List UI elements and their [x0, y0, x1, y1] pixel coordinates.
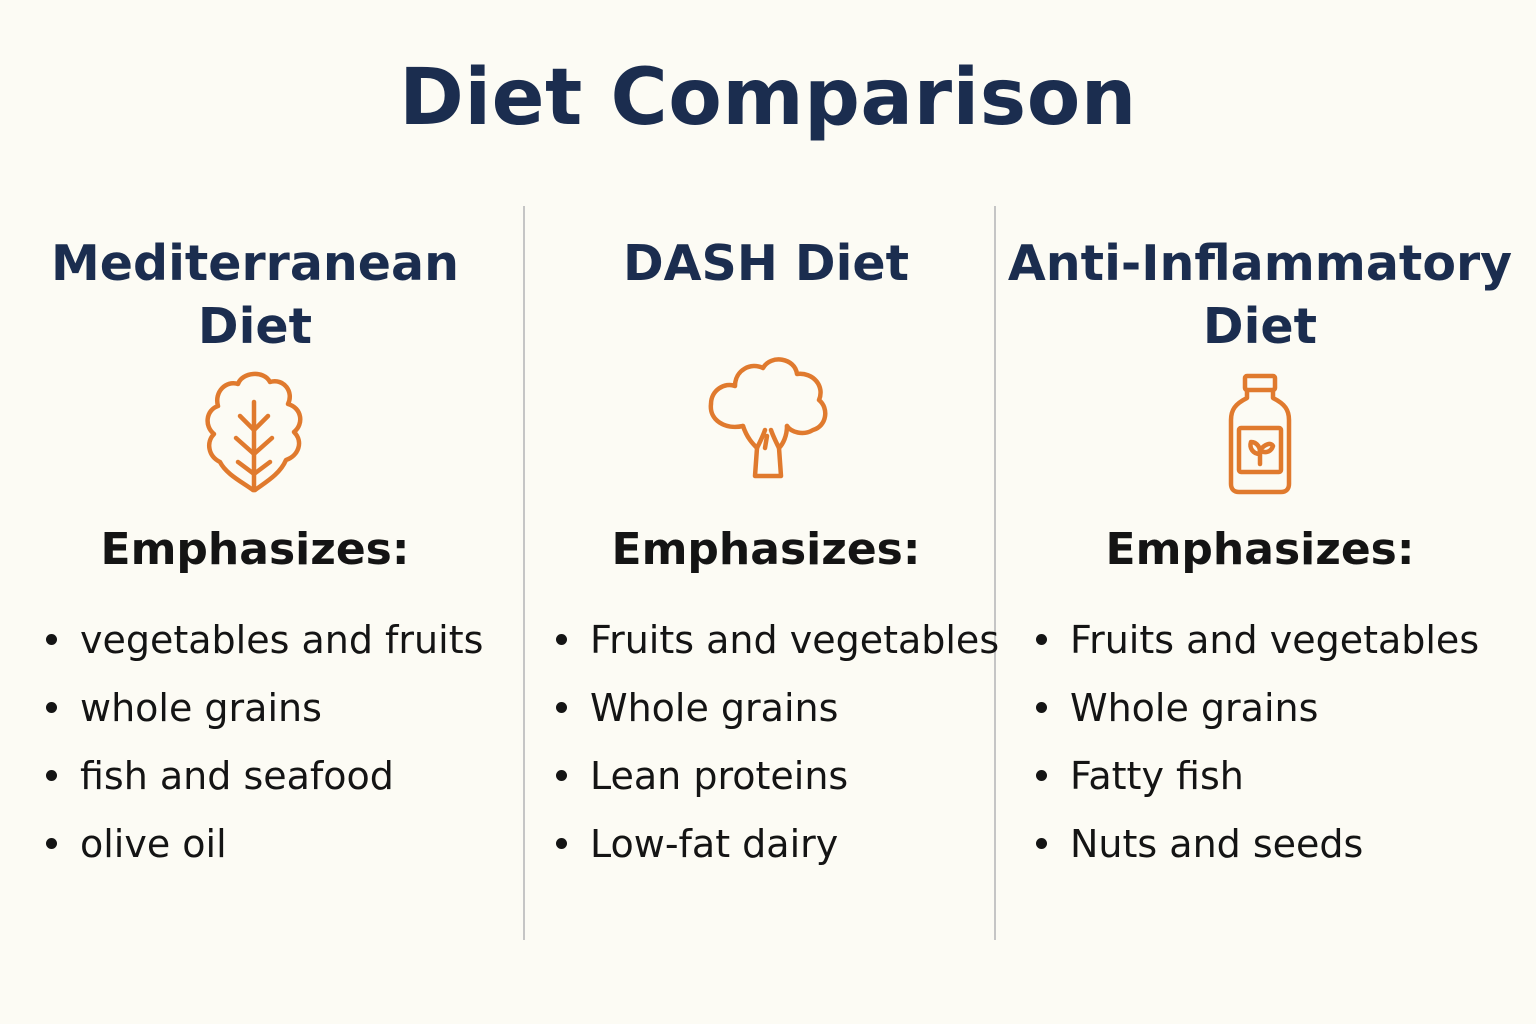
bullet-icon: [46, 702, 57, 713]
emphasizes-heading: Emphasizes:: [611, 524, 921, 575]
list-item: whole grains: [46, 680, 483, 748]
diet-title-line: Diet: [1202, 298, 1318, 355]
diet-title: Mediterranean Diet: [0, 232, 510, 358]
bullet-icon: [1036, 770, 1047, 781]
list-item-label: Fatty fish: [1070, 754, 1244, 798]
list-item-label: Nuts and seeds: [1070, 822, 1364, 866]
list-item: Fatty fish: [1036, 748, 1479, 816]
list-item: Fruits and vegetables: [1036, 612, 1479, 680]
bullet-icon: [556, 702, 567, 713]
list-item-label: Low-fat dairy: [590, 822, 839, 866]
diet-title: Anti-Inflammatory Diet: [1000, 232, 1520, 358]
list-item: olive oil: [46, 816, 483, 884]
list-item-label: whole grains: [80, 686, 322, 730]
bullet-icon: [1036, 702, 1047, 713]
page-title: Diet Comparison: [399, 53, 1137, 143]
bullet-icon: [1036, 634, 1047, 645]
list-item-label: Fruits and vegetables: [1070, 618, 1480, 662]
emphasizes-heading: Emphasizes:: [1105, 524, 1415, 575]
list-item: Whole grains: [1036, 680, 1479, 748]
list-item-label: Lean proteins: [590, 754, 849, 798]
list-item-label: vegetables and fruits: [80, 618, 484, 662]
diet-title-line: DASH Diet: [622, 235, 910, 292]
list-item-label: Fruits and vegetables: [590, 618, 1000, 662]
list-item: fish and seafood: [46, 748, 483, 816]
broccoli-icon: [691, 350, 841, 500]
diet-title-line: Anti-Inflammatory: [1007, 235, 1513, 292]
bullet-icon: [556, 770, 567, 781]
list-item-label: Whole grains: [1070, 686, 1319, 730]
diet-title-line: Diet: [197, 298, 313, 355]
emphasizes-heading: Emphasizes:: [100, 524, 410, 575]
diet-column-dash: DASH Diet Emphasizes: Fruits and vegetab…: [526, 0, 1006, 1024]
bottle-icon: [1185, 350, 1335, 500]
bullet-icon: [1036, 838, 1047, 849]
bullet-icon: [556, 838, 567, 849]
bullet-icon: [46, 634, 57, 645]
list-item-label: olive oil: [80, 822, 227, 866]
diet-column-mediterranean: Mediterranean Diet Emphasizes: vegetable…: [0, 0, 510, 1024]
list-item-label: fish and seafood: [80, 754, 394, 798]
list-item: Whole grains: [556, 680, 999, 748]
bullet-icon: [46, 838, 57, 849]
food-list: vegetables and fruits whole grains fish …: [46, 612, 483, 884]
diet-title-line: Mediterranean: [51, 235, 459, 292]
list-item: Fruits and vegetables: [556, 612, 999, 680]
list-item-label: Whole grains: [590, 686, 839, 730]
bullet-icon: [556, 634, 567, 645]
food-list: Fruits and vegetables Whole grains Lean …: [556, 612, 999, 884]
food-list: Fruits and vegetables Whole grains Fatty…: [1036, 612, 1479, 884]
column-divider: [523, 206, 525, 940]
diet-title: DASH Diet: [526, 232, 1006, 295]
column-divider: [994, 206, 996, 940]
list-item: Low-fat dairy: [556, 816, 999, 884]
diet-column-anti-inflammatory: Anti-Inflammatory Diet Emphasizes: Fruit…: [1000, 0, 1520, 1024]
leaf-icon: [180, 350, 330, 500]
bullet-icon: [46, 770, 57, 781]
list-item: vegetables and fruits: [46, 612, 483, 680]
list-item: Lean proteins: [556, 748, 999, 816]
list-item: Nuts and seeds: [1036, 816, 1479, 884]
